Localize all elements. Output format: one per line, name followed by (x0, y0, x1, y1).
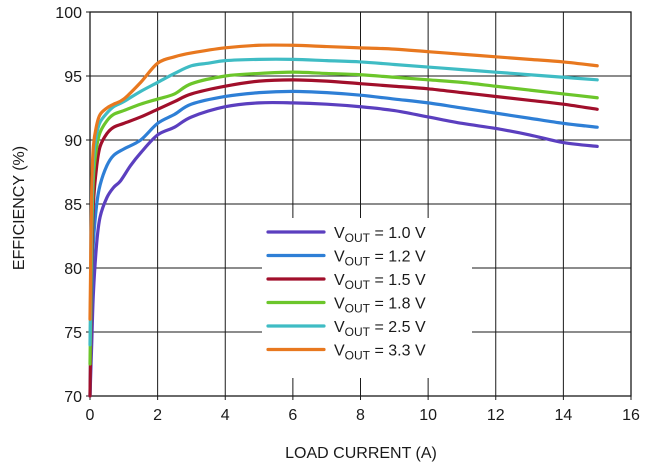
y-tick-label: 100 (55, 5, 82, 22)
x-tick-label: 8 (356, 407, 365, 424)
x-tick-label: 16 (622, 407, 640, 424)
y-tick-label: 70 (64, 389, 82, 406)
x-tick-label: 12 (487, 407, 505, 424)
series-line-6 (88, 43, 599, 321)
legend-label: VOUT = 3.3 V (334, 343, 426, 363)
y-tick-label: 95 (64, 69, 82, 86)
legend-label: VOUT = 1.0 V (334, 225, 426, 245)
y-tick-label: 75 (64, 325, 82, 342)
y-tick-label: 80 (64, 261, 82, 278)
x-tick-label: 6 (288, 407, 297, 424)
legend-label: VOUT = 1.8 V (334, 296, 426, 316)
x-tick-label: 10 (419, 407, 437, 424)
axes: 70 75 80 85 90 95 100 0 2 4 6 8 10 12 14 16 (55, 5, 640, 424)
y-tick-label: 85 (64, 197, 82, 214)
y-axis-title: EFFICIENCY (%) (11, 146, 28, 270)
y-tick-label: 90 (64, 133, 82, 150)
series-line-3 (88, 78, 599, 398)
x-tick-label: 2 (153, 407, 162, 424)
x-tick-label: 0 (86, 407, 95, 424)
legend-background (262, 218, 472, 378)
legend-label: VOUT = 1.2 V (334, 249, 426, 269)
legend-label: VOUT = 1.5 V (334, 272, 426, 292)
series-lines (88, 43, 599, 398)
series-line-5 (88, 57, 599, 347)
legend: VOUT = 1.0 V VOUT = 1.2 V VOUT = 1.5 V VOUT… (262, 218, 472, 378)
series-line-2 (88, 89, 599, 398)
x-tick-label: 4 (221, 407, 230, 424)
x-tick-label: 14 (554, 407, 572, 424)
x-axis-title: LOAD CURRENT (A) (285, 445, 437, 462)
series-line-1 (88, 100, 599, 398)
series-line-4 (88, 70, 599, 366)
legend-label: VOUT = 2.5 V (334, 319, 426, 339)
